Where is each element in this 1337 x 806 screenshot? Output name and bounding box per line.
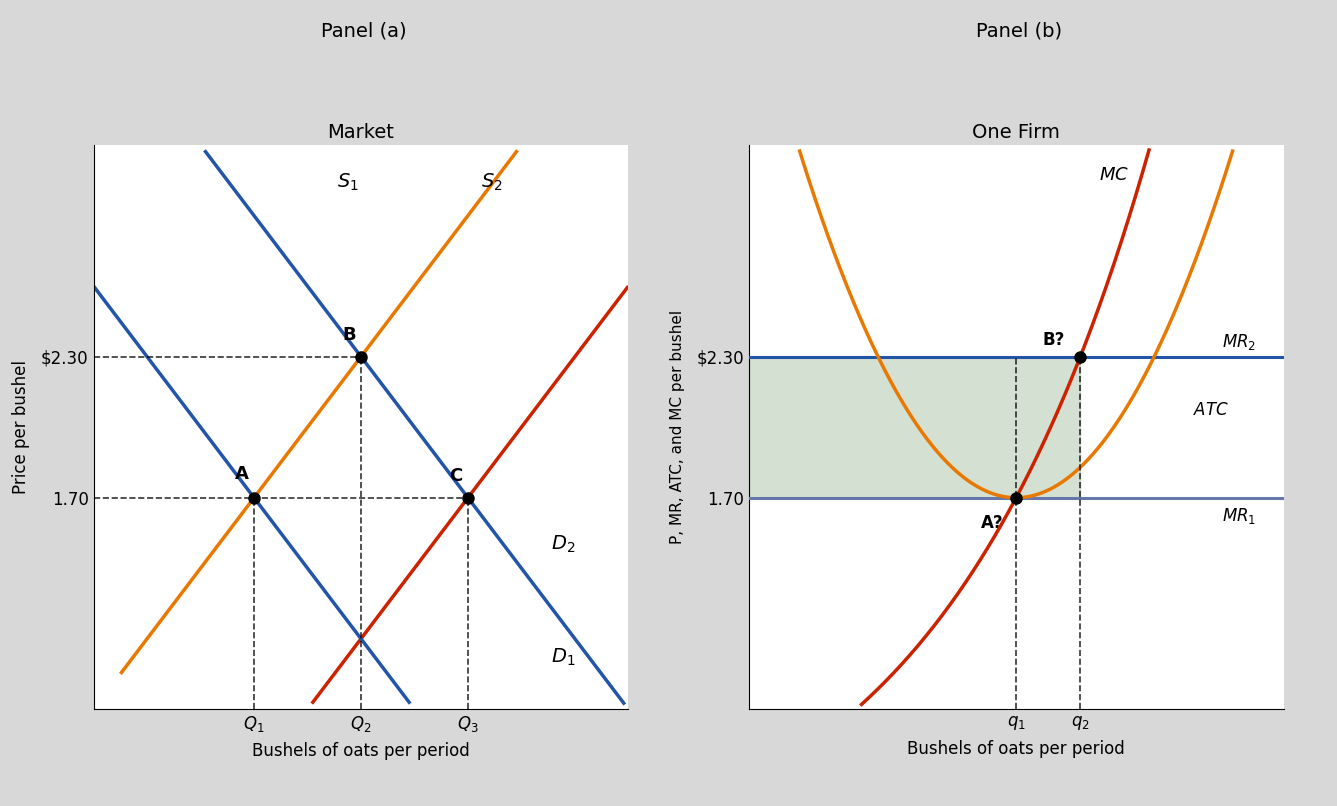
X-axis label: Bushels of oats per period: Bushels of oats per period [908, 741, 1124, 758]
Text: $D_1$: $D_1$ [551, 646, 575, 667]
Text: $MR_2$: $MR_2$ [1222, 332, 1257, 352]
Text: Panel (a): Panel (a) [321, 21, 406, 40]
Text: Panel (b): Panel (b) [976, 21, 1062, 40]
Y-axis label: Price per bushel: Price per bushel [12, 360, 29, 494]
Text: $D_2$: $D_2$ [551, 534, 575, 555]
Text: $S_1$: $S_1$ [337, 172, 358, 193]
Text: B: B [342, 326, 356, 344]
Text: $ATC$: $ATC$ [1193, 402, 1229, 419]
Title: One Firm: One Firm [972, 123, 1060, 142]
Text: $S_2$: $S_2$ [481, 172, 503, 193]
Text: B?: B? [1043, 331, 1066, 349]
Text: $MR_1$: $MR_1$ [1222, 506, 1257, 526]
Text: C: C [449, 467, 463, 485]
Text: A: A [235, 465, 249, 483]
Title: Market: Market [328, 123, 394, 142]
Text: $MC$: $MC$ [1099, 166, 1128, 185]
Y-axis label: P, MR, ATC, and MC per bushel: P, MR, ATC, and MC per bushel [670, 310, 685, 544]
Text: A?: A? [981, 514, 1004, 532]
X-axis label: Bushels of oats per period: Bushels of oats per period [253, 742, 469, 761]
